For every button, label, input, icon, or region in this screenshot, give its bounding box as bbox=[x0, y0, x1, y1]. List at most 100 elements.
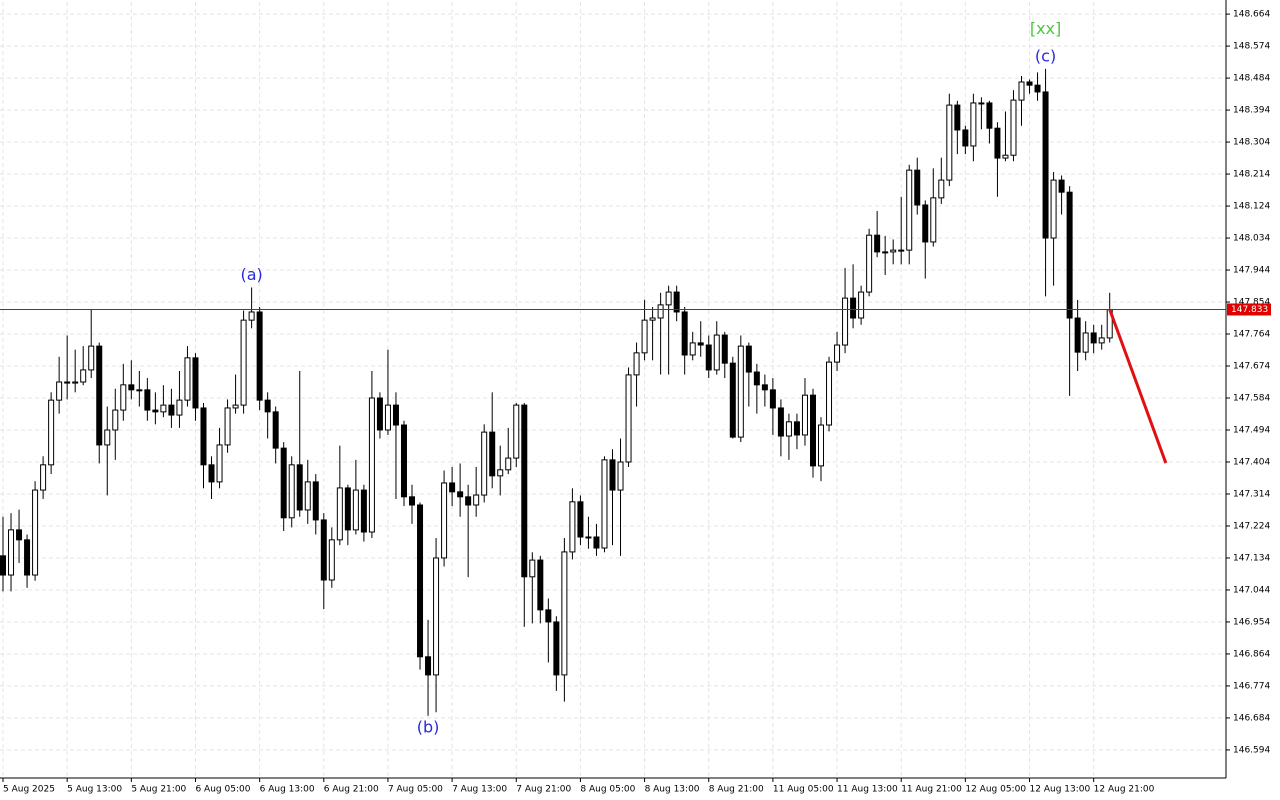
candle-body bbox=[737, 345, 744, 438]
candle-body bbox=[433, 557, 440, 676]
candle-body bbox=[465, 496, 472, 506]
candle-body bbox=[1042, 91, 1049, 239]
candle-body bbox=[617, 461, 624, 491]
y-tick-label: 148.664 bbox=[1233, 10, 1270, 20]
candle-body bbox=[240, 319, 247, 406]
candle-body bbox=[681, 311, 688, 356]
candle-body bbox=[978, 102, 985, 105]
candle-body bbox=[521, 404, 528, 578]
candle-body bbox=[842, 297, 849, 346]
y-tick-label: 146.594 bbox=[1233, 745, 1270, 755]
y-tick-label: 146.954 bbox=[1233, 617, 1270, 627]
candle-body bbox=[441, 482, 448, 559]
candle-body bbox=[1082, 332, 1089, 353]
candle-body bbox=[136, 389, 143, 392]
x-tick-label: 8 Aug 21:00 bbox=[709, 785, 764, 795]
y-tick-label: 147.764 bbox=[1233, 330, 1270, 340]
candle-body bbox=[120, 384, 127, 411]
candle-body bbox=[256, 311, 263, 401]
candle-body bbox=[801, 394, 808, 436]
x-tick-label: 11 Aug 05:00 bbox=[773, 785, 834, 795]
y-tick-label: 146.774 bbox=[1233, 681, 1270, 691]
candle-body bbox=[160, 404, 167, 413]
candle-body bbox=[826, 361, 833, 426]
candle-body bbox=[96, 345, 103, 446]
candle-body bbox=[296, 464, 303, 511]
candle-body bbox=[392, 404, 399, 426]
candle-body bbox=[489, 431, 496, 477]
candle-body bbox=[962, 129, 969, 147]
candle-body bbox=[745, 345, 752, 373]
candle-body bbox=[657, 304, 664, 319]
candle-body bbox=[288, 464, 295, 519]
candle-body bbox=[48, 399, 55, 466]
candle-body bbox=[721, 334, 728, 364]
x-tick-label: 7 Aug 13:00 bbox=[452, 785, 507, 795]
candle-body bbox=[890, 249, 897, 253]
candle-body bbox=[577, 501, 584, 538]
x-tick-label: 5 Aug 21:00 bbox=[131, 785, 186, 795]
candle-body bbox=[1050, 179, 1057, 239]
candle-body bbox=[376, 397, 383, 431]
candle-body bbox=[1066, 191, 1073, 319]
candle-body bbox=[128, 384, 135, 391]
candle-body bbox=[457, 491, 464, 498]
candle-body bbox=[352, 489, 359, 531]
candle-body bbox=[1098, 337, 1105, 344]
candle-body bbox=[425, 656, 432, 676]
y-tick-label: 147.584 bbox=[1233, 393, 1270, 403]
candle-body bbox=[0, 555, 7, 576]
y-tick-label: 148.484 bbox=[1233, 74, 1270, 84]
forecast-line bbox=[1108, 308, 1168, 464]
candle-body bbox=[32, 489, 39, 576]
price-label: 147.833 bbox=[1231, 305, 1268, 315]
candle-body bbox=[697, 342, 704, 346]
candle-body bbox=[184, 357, 191, 401]
candle-body bbox=[320, 519, 327, 581]
candle-body bbox=[673, 291, 680, 313]
candle-body bbox=[665, 291, 672, 306]
x-tick-label: 12 Aug 21:00 bbox=[1094, 785, 1155, 795]
y-tick-label: 147.674 bbox=[1233, 362, 1270, 372]
candle-body bbox=[994, 127, 1001, 159]
candle-body bbox=[809, 394, 816, 467]
candle-body bbox=[176, 399, 183, 416]
candle-body bbox=[248, 311, 255, 321]
x-tick-label: 8 Aug 05:00 bbox=[580, 785, 635, 795]
wave-label: (c) bbox=[1035, 46, 1056, 65]
y-tick-label: 148.304 bbox=[1233, 138, 1270, 148]
y-tick-label: 147.044 bbox=[1233, 585, 1270, 595]
candle-body bbox=[1002, 154, 1009, 159]
candle-body bbox=[72, 381, 79, 384]
candle-body bbox=[561, 551, 568, 676]
candle-body bbox=[986, 102, 993, 129]
candle-body bbox=[208, 464, 215, 483]
candle-body bbox=[1026, 81, 1033, 86]
candle-body bbox=[328, 539, 335, 581]
y-tick-label: 147.944 bbox=[1233, 266, 1270, 276]
candle-body bbox=[938, 179, 945, 199]
candle-body bbox=[850, 297, 857, 319]
candle-body bbox=[753, 371, 760, 386]
candle-body bbox=[1058, 179, 1065, 193]
x-tick-label: 8 Aug 13:00 bbox=[645, 785, 700, 795]
candle-body bbox=[88, 345, 95, 371]
candle-body bbox=[473, 494, 480, 506]
candle-body bbox=[24, 539, 31, 576]
candle-body bbox=[641, 319, 648, 354]
candle-body bbox=[264, 399, 271, 413]
candle-body bbox=[200, 407, 207, 466]
candle-body bbox=[761, 384, 768, 391]
candle-body bbox=[64, 381, 71, 384]
candle-body bbox=[729, 362, 736, 438]
y-tick-label: 147.224 bbox=[1233, 521, 1270, 531]
candle-body bbox=[922, 204, 929, 243]
candle-body bbox=[777, 407, 784, 437]
candle-body bbox=[601, 459, 608, 549]
candle-body bbox=[585, 536, 592, 539]
y-tick-label: 147.494 bbox=[1233, 425, 1270, 435]
candle-body bbox=[56, 381, 63, 401]
x-tick-label: 5 Aug 13:00 bbox=[67, 785, 122, 795]
